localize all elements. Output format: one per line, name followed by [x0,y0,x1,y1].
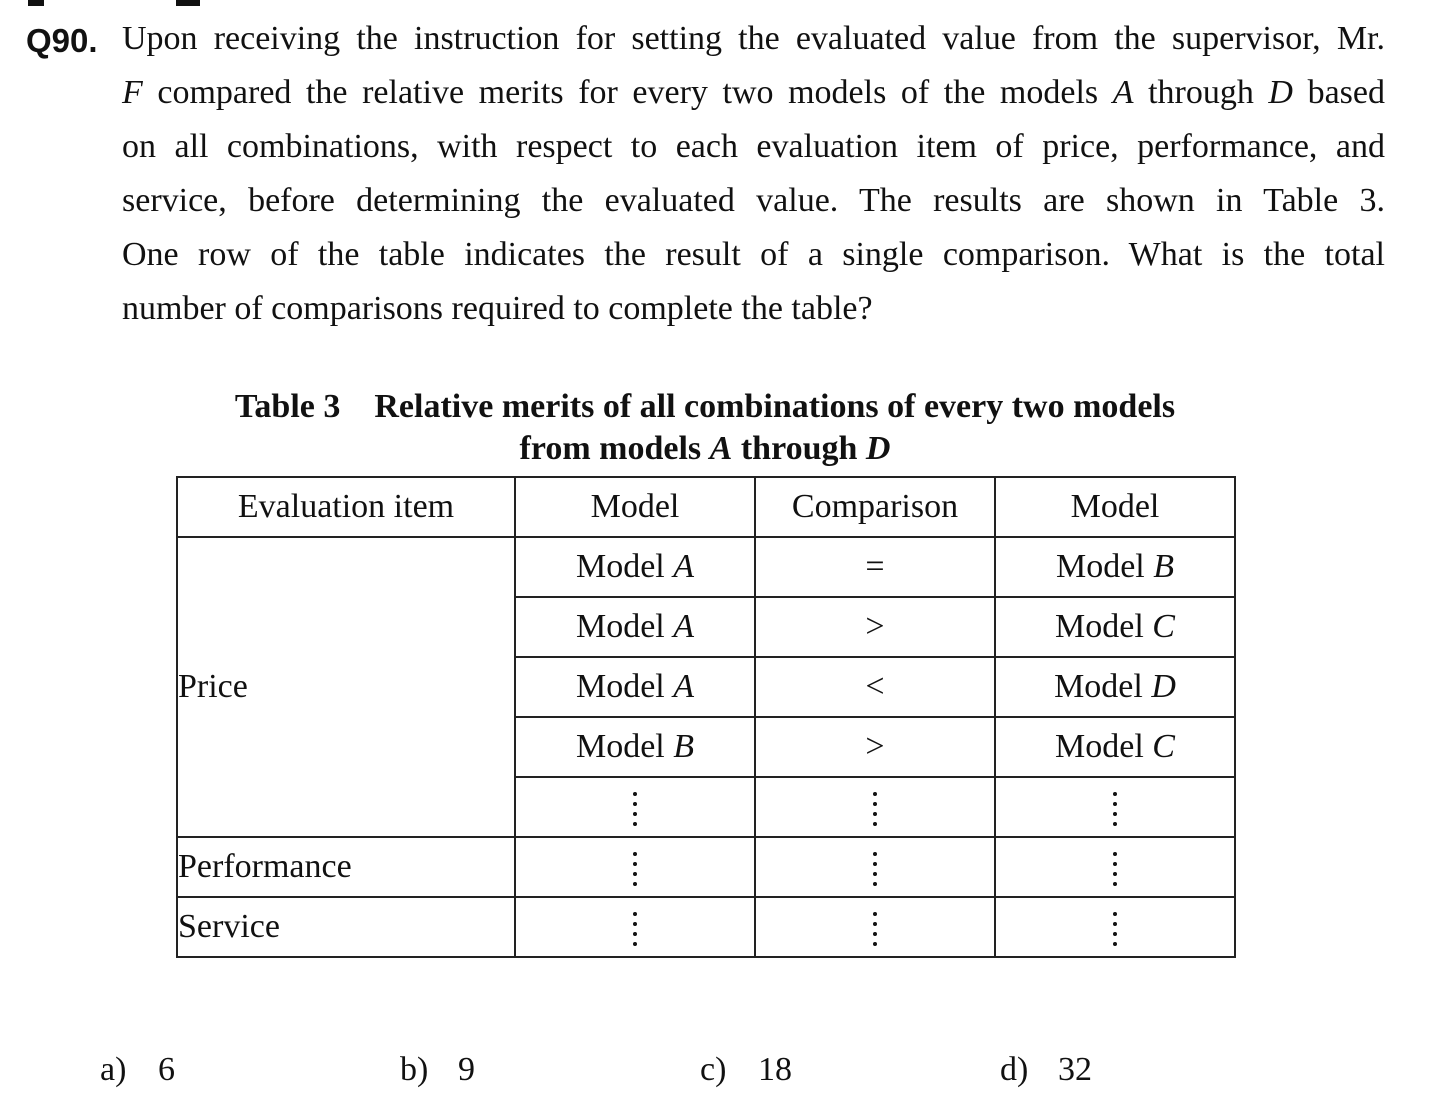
answer-label: b) [400,1051,429,1088]
vertical-ellipsis-icon [994,836,1236,898]
cell-comparison: > [754,716,996,778]
answer-value: 6 [158,1051,175,1088]
answer-value: 9 [458,1051,475,1088]
question-text: Upon receiving the instruction for setti… [122,12,1385,336]
cell-right-model: Model B [994,536,1236,598]
table-row: Price Model A = Model B [176,536,1236,838]
table-row: Model A < Model D [177,656,1236,718]
top-edge-mark [176,0,200,6]
header-evaluation-item: Evaluation item [176,476,516,538]
answer-value: 32 [1058,1051,1092,1088]
table-row: Performance [176,836,1236,898]
table-row: Model B > Model C [177,716,1236,778]
cell-left-model: Model B [514,716,756,778]
cell-right-model: Model D [994,656,1236,718]
table-row: Service [176,896,1236,958]
vertical-ellipsis-icon [514,836,756,898]
table-caption-line: Table 3 Relative merits of all combinati… [234,388,1176,425]
question-number: Q90. [26,22,98,59]
vertical-ellipsis-icon [994,896,1236,958]
question-line: F compared the relative merits for every… [122,74,1385,111]
item-service: Service [176,896,516,958]
answer-label: c) [700,1051,727,1088]
answer-label: a) [100,1051,127,1088]
table-caption: Table 3 Relative merits of all combinati… [0,386,1410,470]
top-edge-mark [28,0,44,6]
header-model: Model [994,476,1236,538]
question-line: number of comparisons required to comple… [122,290,873,327]
header-comparison: Comparison [754,476,996,538]
vertical-ellipsis-icon [514,896,756,958]
vertical-ellipsis-icon [754,836,996,898]
vertical-ellipsis-icon [754,896,996,958]
cell-comparison: = [754,536,996,598]
answer-option-d[interactable]: d) 32 [1000,1046,1092,1094]
question-line: One row of the table indicates the resul… [122,236,1385,273]
vertical-ellipsis-icon [994,776,1236,838]
table-row: Model A > Model C [177,596,1236,658]
table-caption-line: from models A through D [519,430,891,467]
item-price: Price [176,536,516,838]
cell-left-model: Model A [514,596,756,658]
answer-option-c[interactable]: c) 18 [700,1046,792,1094]
question-line: service, before determining the evaluate… [122,182,1385,219]
cell-right-model: Model C [994,716,1236,778]
cell-left-model: Model A [514,656,756,718]
question-line: Upon receiving the instruction for setti… [122,20,1385,57]
header-model: Model [514,476,756,538]
question-line: on all combinations, with respect to eac… [122,128,1385,165]
answer-option-a[interactable]: a) 6 [100,1046,175,1094]
cell-left-model: Model A [514,536,756,598]
cell-comparison: > [754,596,996,658]
table-header-row: Evaluation item Model Comparison Model [176,476,1236,538]
table-row [177,776,1236,838]
item-performance: Performance [176,836,516,898]
comparison-table: Evaluation item Model Comparison Model P… [176,476,1236,958]
answer-value: 18 [758,1051,792,1088]
cell-comparison: < [754,656,996,718]
cell-right-model: Model C [994,596,1236,658]
vertical-ellipsis-icon [514,776,756,838]
answer-option-b[interactable]: b) 9 [400,1046,475,1094]
answer-label: d) [1000,1051,1029,1088]
vertical-ellipsis-icon [754,776,996,838]
